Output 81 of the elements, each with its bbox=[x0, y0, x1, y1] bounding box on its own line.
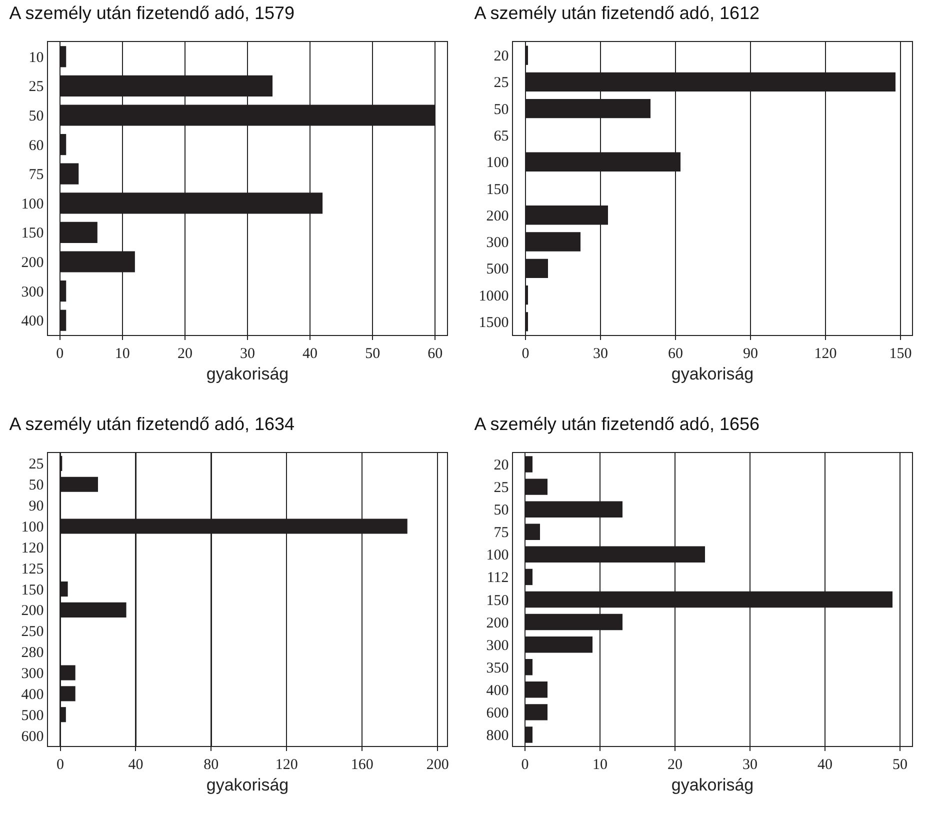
y-tick-label: 50 bbox=[28, 108, 44, 124]
chart-title: A személy után fizetendő adó, 1579 bbox=[9, 2, 295, 23]
x-tick-label: 20 bbox=[177, 346, 192, 362]
y-tick-label: 500 bbox=[21, 708, 44, 724]
x-tick-label: 30 bbox=[593, 346, 608, 362]
y-tick-label: 60 bbox=[28, 138, 44, 154]
y-tick-label: 100 bbox=[21, 196, 44, 212]
y-tick-label: 20 bbox=[494, 458, 509, 474]
y-tick-label: 25 bbox=[494, 75, 509, 92]
x-tick-label: 50 bbox=[365, 346, 380, 362]
y-tick-label: 300 bbox=[486, 235, 509, 252]
x-tick-label: 30 bbox=[240, 346, 255, 362]
x-tick-label: 150 bbox=[889, 346, 912, 362]
y-tick-label: 280 bbox=[21, 645, 44, 662]
y-tick-label: 10 bbox=[28, 50, 44, 66]
x-axis-title: gyakoriság bbox=[206, 776, 289, 794]
y-tick-label: 100 bbox=[21, 520, 44, 536]
x-tick-label: 120 bbox=[275, 757, 298, 774]
x-tick-label: 40 bbox=[818, 757, 832, 774]
x-tick-label: 90 bbox=[743, 346, 758, 362]
x-tick-label: 20 bbox=[668, 757, 682, 774]
x-tick-label: 0 bbox=[521, 757, 529, 774]
y-tick-label: 90 bbox=[28, 498, 44, 515]
y-tick-label: 65 bbox=[494, 128, 509, 144]
x-tick-label: 0 bbox=[522, 346, 530, 362]
y-tick-label: 112 bbox=[486, 570, 509, 586]
x-tick-label: 60 bbox=[428, 346, 443, 362]
y-tick-label: 300 bbox=[486, 638, 509, 654]
x-tick-label: 120 bbox=[814, 346, 837, 362]
y-tick-label: 50 bbox=[494, 502, 509, 519]
y-tick-label: 400 bbox=[486, 682, 509, 699]
y-tick-label: 400 bbox=[21, 686, 44, 703]
y-tick-label: 25 bbox=[28, 456, 44, 473]
y-tick-label: 25 bbox=[494, 480, 509, 496]
y-tick-label: 75 bbox=[28, 167, 44, 184]
y-tick-label: 200 bbox=[21, 603, 44, 620]
x-tick-label: 40 bbox=[302, 346, 318, 362]
x-axis-title: gyakoriság bbox=[671, 364, 754, 384]
y-tick-label: 50 bbox=[28, 478, 44, 494]
x-axis-title: gyakoriság bbox=[206, 364, 289, 384]
y-tick-label: 250 bbox=[21, 624, 44, 640]
y-tick-label: 800 bbox=[486, 728, 509, 744]
y-tick-label: 150 bbox=[21, 226, 44, 242]
y-tick-label: 50 bbox=[494, 102, 509, 118]
y-tick-label: 400 bbox=[21, 314, 44, 330]
chart-title: A személy után fizetendő adó, 1634 bbox=[9, 414, 295, 434]
x-tick-label: 160 bbox=[350, 757, 374, 774]
chart-title: A személy után fizetendő adó, 1612 bbox=[474, 2, 760, 23]
x-tick-label: 80 bbox=[204, 757, 219, 774]
y-tick-label: 600 bbox=[21, 728, 44, 745]
x-tick-label: 30 bbox=[742, 757, 758, 774]
y-tick-label: 200 bbox=[486, 615, 509, 632]
y-tick-label: 300 bbox=[21, 666, 44, 682]
y-tick-label: 75 bbox=[494, 525, 509, 542]
y-tick-label: 350 bbox=[486, 660, 509, 676]
y-tick-label: 20 bbox=[494, 48, 509, 65]
y-tick-label: 200 bbox=[21, 255, 44, 271]
y-tick-label: 150 bbox=[486, 182, 509, 198]
x-tick-label: 0 bbox=[56, 757, 64, 774]
y-tick-label: 120 bbox=[21, 540, 44, 556]
x-tick-label: 10 bbox=[114, 346, 130, 362]
y-tick-label: 150 bbox=[486, 592, 509, 609]
y-tick-label: 200 bbox=[486, 208, 509, 224]
y-tick-label: 150 bbox=[21, 582, 44, 598]
y-tick-label: 1000 bbox=[478, 288, 509, 304]
y-tick-label: 100 bbox=[486, 548, 509, 564]
y-tick-label: 125 bbox=[21, 561, 44, 578]
y-tick-label: 500 bbox=[486, 262, 509, 278]
y-tick-label: 100 bbox=[486, 155, 509, 172]
x-tick-label: 50 bbox=[892, 757, 908, 774]
y-tick-label: 1500 bbox=[478, 314, 509, 331]
x-tick-label: 60 bbox=[668, 346, 683, 362]
x-tick-label: 10 bbox=[592, 757, 608, 774]
y-tick-label: 600 bbox=[486, 705, 509, 722]
x-tick-label: 40 bbox=[128, 757, 144, 774]
y-tick-label: 300 bbox=[21, 284, 44, 300]
y-tick-label: 25 bbox=[28, 79, 44, 96]
x-tick-label: 0 bbox=[56, 346, 64, 362]
x-tick-label: 200 bbox=[426, 757, 449, 774]
chart-title: A személy után fizetendő adó, 1656 bbox=[474, 414, 760, 434]
x-axis-title: gyakoriság bbox=[671, 776, 754, 794]
